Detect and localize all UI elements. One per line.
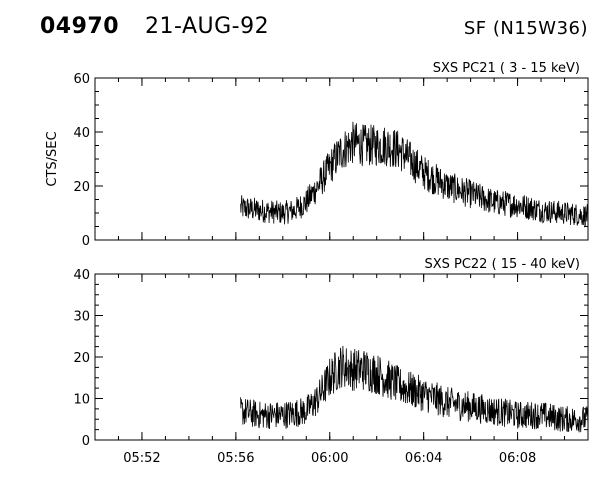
x-tick-label: 05:52 [123, 451, 160, 466]
x-tick-label: 06:04 [405, 451, 442, 466]
x-tick-label: 06:08 [499, 451, 536, 466]
x-tick-label: 05:56 [217, 451, 254, 466]
y-tick-label: 40 [73, 268, 90, 283]
y-tick-label: 40 [73, 126, 90, 141]
event-id: 04970 [40, 14, 120, 39]
y-tick-label: 0 [82, 434, 90, 449]
y-tick-label: 20 [73, 351, 90, 366]
panel-title-2: SXS PC22 ( 15 - 40 keV) [424, 257, 580, 272]
x-tick-label: 06:00 [311, 451, 348, 466]
event-location: SF (N15W36) [463, 18, 588, 39]
y-tick-label: 10 [73, 393, 90, 408]
y-tick-label: 30 [73, 310, 90, 325]
series-line-2-1 [240, 345, 589, 433]
y-tick-label: 0 [82, 234, 90, 249]
y-tick-label: 60 [73, 72, 90, 87]
series-line-1-1 [240, 121, 589, 228]
panel-title-1: SXS PC21 ( 3 - 15 keV) [433, 61, 580, 76]
y-axis-label: CTS/SEC [45, 131, 60, 186]
y-tick-label: 20 [73, 180, 90, 195]
event-date: 21-AUG-92 [145, 14, 270, 39]
